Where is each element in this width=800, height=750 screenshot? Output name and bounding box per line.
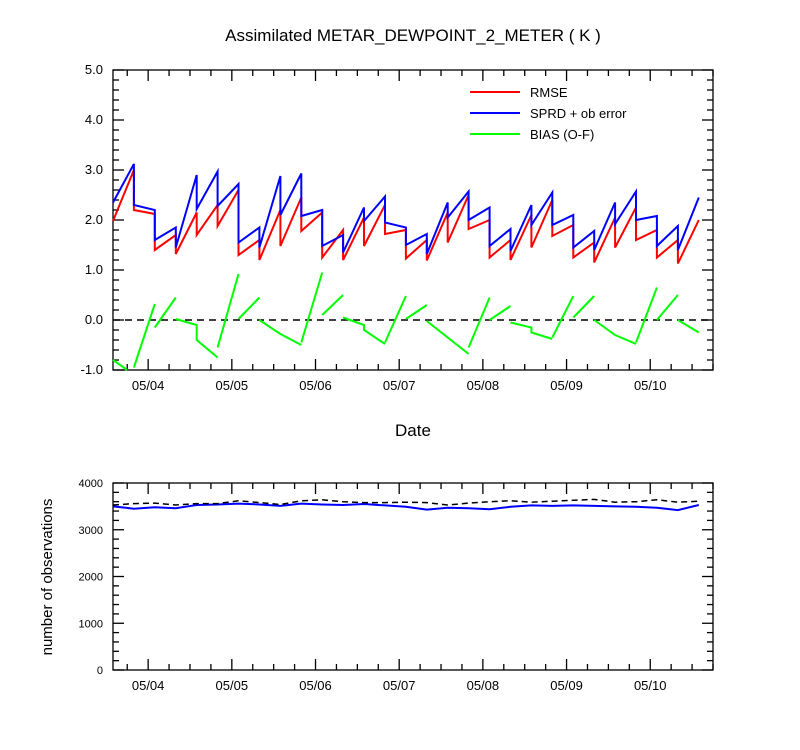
plot-frame [112,482,714,671]
series-line-1 [112,498,699,506]
series-line-2 [677,319,700,334]
x-tick-label: 05/10 [634,678,667,693]
series-line-2 [258,319,302,346]
x-tick-label: 05/08 [467,678,500,693]
x-tick-label: 05/06 [299,678,332,693]
x-tick-label: 05/05 [216,678,249,693]
series-line-2 [467,297,491,348]
series-line-2 [300,272,324,343]
y-tick-label: -1.0 [81,362,103,377]
series-line-2 [510,321,553,340]
series-line-2 [551,295,575,338]
top-chart-plot-area: 05/04 05/05 05/06 05/07 05/08 05/09 05/10 -1.0 0… [81,62,714,393]
series-line-2 [321,294,344,316]
series-line-0 [112,502,700,512]
x-tick-label: 05/05 [216,378,249,393]
series-line-2 [384,295,407,343]
legend-label: RMSE [530,85,568,100]
series-line-2 [175,318,219,359]
series-line-2 [216,273,240,348]
y-tick-label: 4.0 [85,112,103,127]
series-line-0 [112,169,700,264]
y-tick-label: 0.0 [85,312,103,327]
y-tick-label: 0 [97,665,103,677]
series-line-2 [112,359,128,371]
y-tick-label: 3000 [79,525,103,537]
series-line-2 [132,303,156,368]
legend-label: BIAS (O-F) [530,127,594,142]
series-line-2 [572,295,595,319]
x-tick-label: 05/07 [383,378,416,393]
x-tick-label: 05/04 [132,378,165,393]
y-tick-label: 4000 [79,478,103,490]
chart-title: Assimilated METAR_DEWPOINT_2_METER ( K ) [225,26,601,45]
x-tick-label: 05/06 [299,378,332,393]
x-tick-label: 05/09 [550,678,583,693]
series-line-2 [489,305,512,321]
x-tick-label: 05/04 [132,678,165,693]
y-tick-label: 3.0 [85,162,103,177]
x-tick-label: 05/07 [383,678,416,693]
bottom-chart-plot-area: 05/04 05/05 05/06 05/07 05/08 05/09 05/10 0 1000… [79,478,714,693]
series-line-2 [593,319,637,345]
x-tick-label: 05/10 [634,378,667,393]
series-line-2 [237,296,261,320]
y-tick-label: 2.0 [85,212,103,227]
x-axis-label: Date [395,421,431,440]
y-tick-label: 2000 [79,572,103,584]
series-line-2 [656,294,679,321]
series-line-1 [112,163,700,255]
series-line-2 [426,320,470,355]
series-line-2 [635,287,658,343]
series-line-2 [405,304,428,320]
series-line-2 [342,316,386,345]
x-tick-label: 05/09 [550,378,583,393]
legend-label: SPRD + ob error [530,106,627,121]
y-tick-label: 1000 [79,618,103,630]
y-tick-label: 5.0 [85,62,103,77]
y-axis-label-bottom: number of observations [39,499,56,656]
series-line-2 [153,296,177,329]
y-tick-label: 1.0 [85,262,103,277]
x-tick-label: 05/08 [467,378,500,393]
